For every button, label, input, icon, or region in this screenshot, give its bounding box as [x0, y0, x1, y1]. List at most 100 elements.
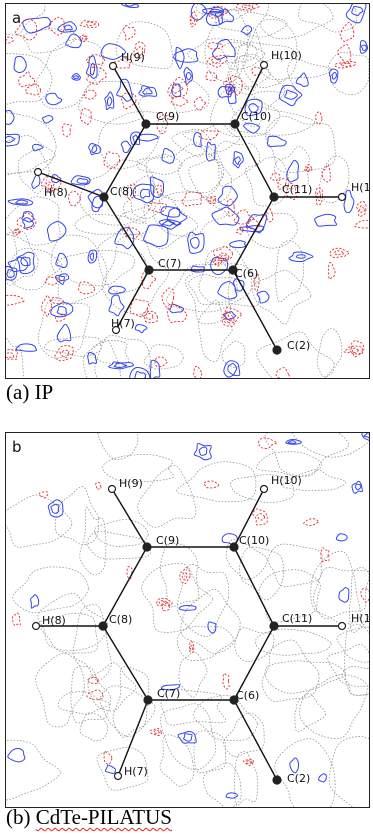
zero-contour: [6, 739, 61, 801]
zero-contour: [170, 80, 210, 113]
negative-contour-inner: [209, 197, 215, 202]
atom-label: C(8): [110, 185, 133, 198]
positive-contour: [87, 249, 98, 264]
density-map-a: H(9) H(10) C(9) C(10) H(8) C(8) C(11) H(1 C(7) C(…: [6, 4, 369, 378]
bond-line: [233, 625, 275, 701]
density-map-panel-b: H(9) H(10) C(9) C(10) H(8) C(8) C(11) H(1 C(7) C(…: [5, 432, 370, 808]
positive-contour: [160, 684, 181, 691]
positive-contour-inner: [363, 433, 369, 439]
zero-contour: [221, 340, 246, 368]
zero-contour: [225, 539, 268, 581]
zero-contour: [115, 21, 173, 69]
negative-contour: [41, 295, 53, 318]
carbon-atom: [229, 695, 239, 705]
zero-contour: [256, 331, 335, 378]
zero-contour: [6, 53, 53, 105]
negative-contour: [141, 310, 159, 324]
positive-contour: [13, 55, 27, 73]
negative-contour: [149, 727, 163, 737]
zero-contour: [177, 564, 230, 637]
positive-contour: [120, 140, 132, 154]
positive-contour-inner: [73, 75, 80, 80]
negative-contour: [212, 257, 223, 267]
negative-contour: [329, 247, 350, 259]
positive-contour: [266, 135, 287, 148]
positive-contour-inner: [139, 188, 151, 199]
negative-contour: [275, 367, 291, 378]
negative-contour: [103, 751, 113, 765]
negative-contour-inner: [59, 349, 70, 359]
zero-contour: [221, 41, 265, 70]
positive-contour: [166, 207, 188, 226]
positive-contour-inner: [161, 220, 176, 227]
negative-contour-inner: [348, 347, 359, 354]
positive-contour-inner: [91, 145, 98, 154]
zero-contour: [313, 567, 369, 619]
positive-contour: [359, 40, 369, 54]
zero-contour: [8, 248, 63, 291]
negative-contour: [13, 228, 21, 236]
zero-contour: [6, 4, 46, 36]
zero-contour: [344, 624, 369, 696]
zero-contour: [230, 474, 295, 503]
zero-contour: [328, 51, 369, 95]
zero-contour: [6, 494, 73, 548]
positive-contour: [175, 46, 185, 70]
negative-contour: [321, 163, 331, 183]
caption-a-name: IP: [34, 380, 54, 404]
positive-contour: [232, 278, 245, 292]
zero-contour: [17, 148, 50, 194]
zero-contour: [177, 153, 225, 194]
positive-contour: [278, 84, 303, 107]
hydrogen-atom: [31, 621, 41, 631]
zero-contour: [274, 145, 310, 189]
negative-contour: [315, 187, 324, 206]
zero-contour: [141, 563, 213, 633]
positive-contour: [129, 367, 151, 378]
positive-contour: [31, 143, 44, 152]
zero-contour: [341, 666, 369, 696]
positive-contour: [224, 83, 236, 95]
positive-contour-inner: [354, 483, 362, 491]
zero-contour: [153, 191, 228, 237]
positive-contour-inner: [360, 44, 367, 52]
negative-contour-inner: [256, 513, 265, 521]
atom-label: C(9): [156, 534, 179, 547]
positive-contour: [116, 78, 133, 102]
negative-contour: [147, 202, 167, 214]
positive-contour-inner: [198, 446, 208, 456]
zero-contour: [177, 625, 234, 661]
positive-contour: [361, 433, 369, 441]
positive-contour: [246, 214, 268, 234]
positive-contour-inner: [89, 62, 96, 76]
negative-contour: [86, 689, 104, 701]
zero-contour: [234, 627, 275, 662]
negative-contour: [188, 640, 195, 653]
atom-label: H(9): [121, 51, 145, 64]
bond-line: [111, 488, 148, 548]
zero-contour: [79, 712, 109, 742]
negative-contour: [45, 181, 55, 195]
zero-contour: [234, 55, 271, 88]
positive-contour: [338, 587, 350, 603]
zero-contour: [6, 336, 24, 378]
zero-contour: [101, 234, 169, 315]
positive-contour: [212, 39, 236, 61]
negative-contour: [222, 673, 230, 690]
zero-contour: [210, 87, 281, 137]
zero-contour: [193, 730, 226, 774]
zero-contour: [22, 28, 76, 54]
zero-contour: [160, 542, 200, 608]
caption-a: (a) IP: [6, 380, 53, 405]
zero-contour: [261, 639, 320, 702]
zero-contour: [214, 9, 288, 38]
carbon-atom: [141, 119, 151, 129]
atom-label: H(8): [42, 614, 66, 627]
negative-contour: [62, 123, 72, 137]
positive-contour: [143, 224, 169, 248]
zero-contour: [82, 339, 121, 378]
negative-contour: [265, 207, 274, 223]
bond-line: [233, 546, 275, 627]
negative-contour: [337, 44, 352, 65]
caption-b-prefix: (b): [6, 805, 36, 829]
